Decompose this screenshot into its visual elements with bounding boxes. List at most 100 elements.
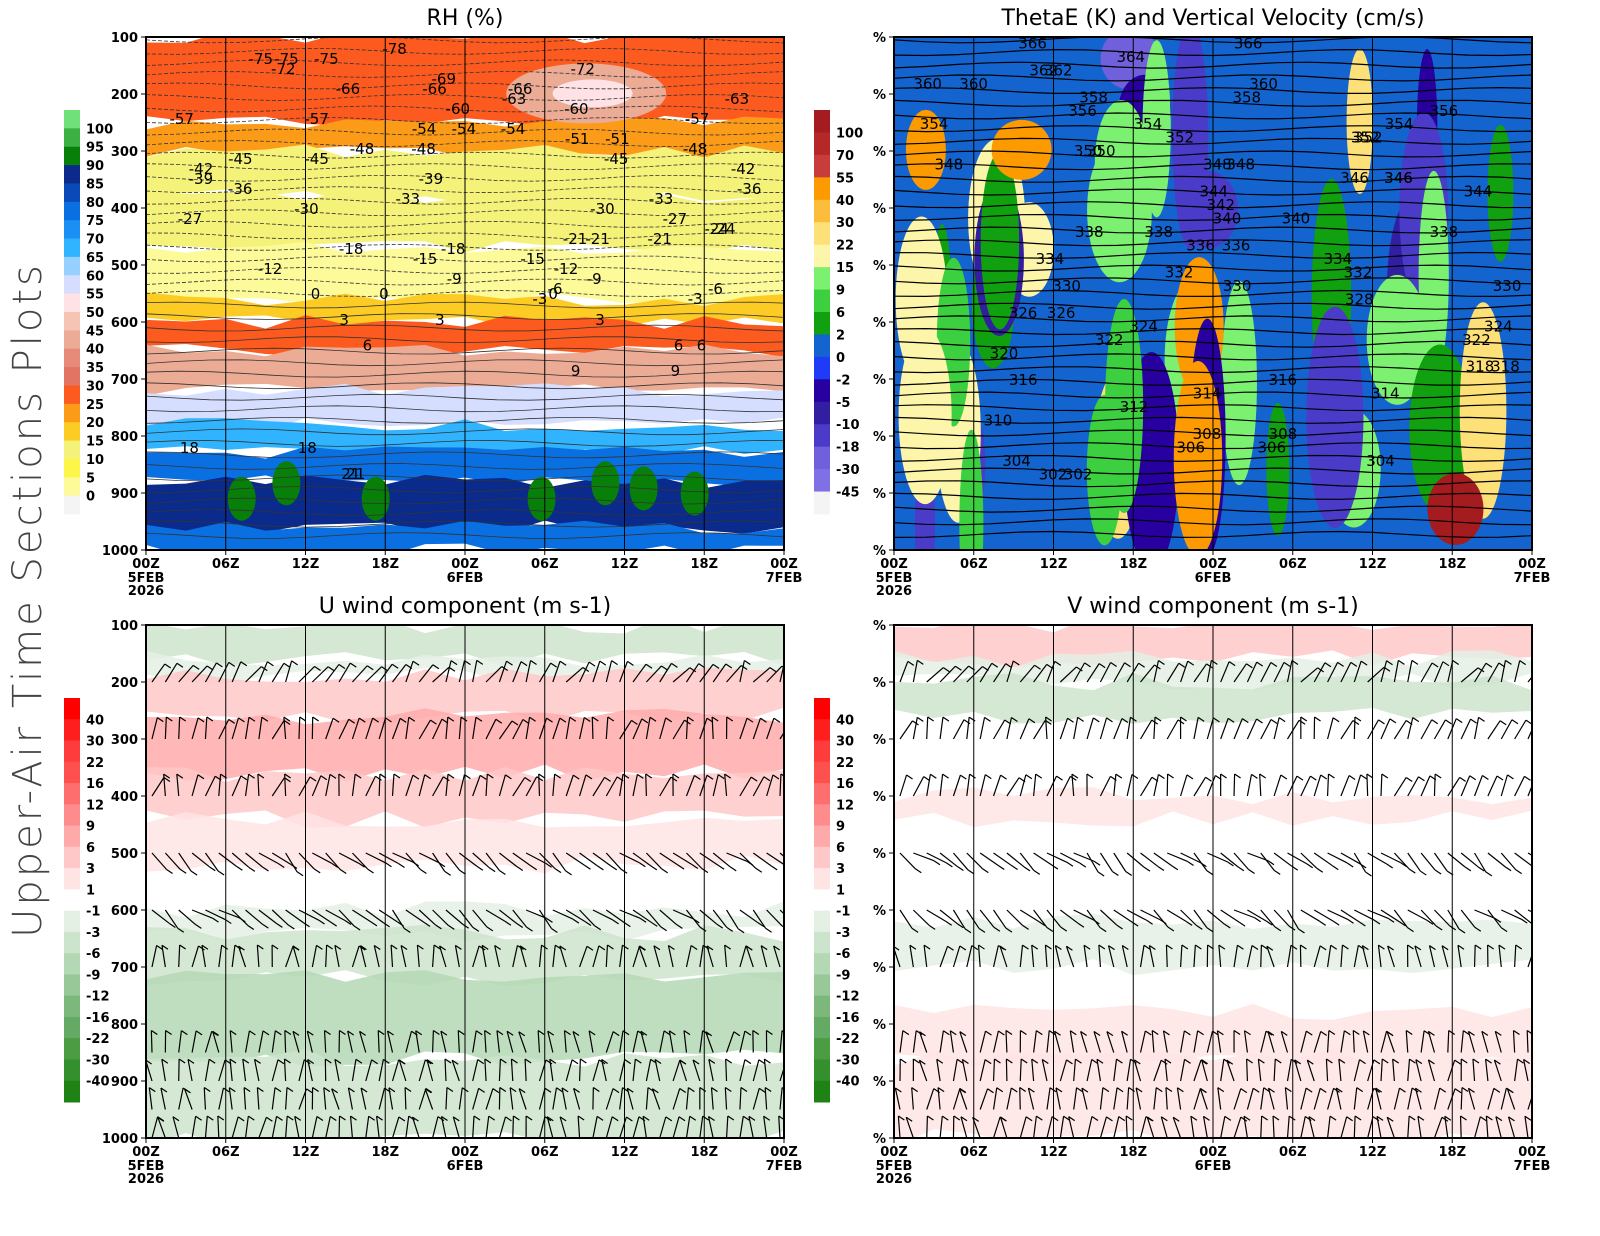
wind-barb — [605, 852, 622, 870]
wind-barb — [351, 852, 368, 870]
wind-barb-flag — [586, 945, 594, 951]
wind-barb — [1325, 1058, 1329, 1082]
y-tick-label: 300 — [111, 145, 138, 160]
wind-barb — [1233, 773, 1236, 797]
wind-barb — [351, 717, 360, 740]
wind-barb-flag — [596, 1115, 604, 1121]
wind-barb-flag — [537, 1030, 545, 1036]
wind-barb-flag — [1308, 1116, 1316, 1122]
colorbar-swatch — [64, 698, 80, 720]
wind-barb-flag — [671, 662, 678, 668]
x-tick-label: 00Z — [132, 1145, 160, 1160]
wind-barb — [1086, 1116, 1093, 1138]
wind-barb-flag — [516, 923, 524, 929]
wind-barb-flag — [959, 945, 967, 951]
wind-barb — [1421, 625, 1422, 626]
wind-barb — [739, 1087, 742, 1110]
wind-barb — [1099, 852, 1113, 872]
wind-barb-flag — [1359, 921, 1366, 927]
wind-barb — [926, 909, 946, 922]
wind-barb — [392, 909, 405, 929]
contour-label: 306 — [1258, 439, 1287, 457]
wind-barb-flag — [639, 917, 647, 923]
wind-barb-flag — [1494, 917, 1502, 923]
contour-fill — [1346, 48, 1373, 195]
colorbar-swatch — [64, 238, 80, 258]
wind-barb — [1326, 1088, 1335, 1110]
wind-barb — [939, 665, 956, 683]
wind-barb — [1206, 660, 1212, 683]
wind-barb — [1434, 909, 1451, 927]
wind-barb-flag — [1460, 1115, 1467, 1121]
y-tick-label: 900 — [111, 487, 138, 502]
wind-barb-flag — [1046, 927, 1054, 933]
wind-barb — [1527, 676, 1532, 683]
wind-barb-flag — [506, 660, 513, 666]
wind-barb — [1286, 660, 1293, 683]
wind-barb-flag — [735, 605, 741, 609]
y-tick-label: 400 — [111, 202, 138, 217]
colorbar-swatch — [64, 889, 80, 912]
wind-barb-flag — [915, 1030, 923, 1036]
contour-label: -66 — [422, 80, 447, 98]
colorbar-label: 75 — [86, 214, 104, 229]
wind-barb-flag — [1031, 1058, 1039, 1064]
wind-barb-flag — [248, 866, 256, 872]
wind-barb — [1073, 1059, 1077, 1082]
wind-barb — [708, 1059, 714, 1082]
wind-barb — [405, 774, 414, 797]
contour-label: 350 — [1074, 142, 1103, 160]
wind-barb — [1474, 625, 1476, 626]
wind-barb-flag — [1425, 603, 1431, 607]
wind-barb-flag — [572, 918, 580, 924]
wind-barb-flag — [1348, 775, 1356, 781]
wind-barb — [498, 720, 513, 740]
wind-barb — [231, 909, 249, 926]
wind-barb — [1367, 625, 1369, 626]
wind-barb — [152, 625, 153, 626]
wind-barb-flag — [1288, 925, 1296, 931]
wind-barb — [672, 667, 691, 683]
wind-barb-flag — [1362, 945, 1369, 951]
contour-label: 0 — [379, 285, 389, 303]
contour-label: -54 — [501, 120, 526, 138]
contour-label: -48 — [350, 140, 375, 158]
wind-barb — [685, 1116, 691, 1138]
contour-label: 366 — [1018, 34, 1047, 52]
wind-barb-flag — [1041, 1059, 1049, 1065]
contour-label: 316 — [1268, 371, 1297, 389]
wind-barb-flag — [998, 603, 1004, 607]
wind-barb — [966, 852, 983, 869]
wind-barb-flag — [530, 865, 538, 871]
wind-barb — [445, 1087, 448, 1110]
wind-barb-flag — [1431, 719, 1439, 725]
wind-barb — [378, 852, 399, 865]
wind-barb — [285, 946, 294, 968]
wind-barb-flag — [1097, 871, 1105, 877]
wind-barb-flag — [626, 1087, 634, 1093]
wind-barb-flag — [1363, 1030, 1370, 1036]
wind-barb — [685, 945, 692, 968]
wind-barb-flag — [277, 862, 285, 868]
colorbar-swatch — [814, 719, 830, 742]
wind-barb-flag — [1093, 860, 1101, 866]
wind-barb — [1361, 945, 1369, 968]
wind-barb — [619, 909, 641, 919]
wind-barb — [404, 1087, 407, 1110]
wind-barb — [164, 909, 179, 929]
wind-barb — [547, 1030, 554, 1053]
wind-barb-flag — [1187, 860, 1194, 866]
wind-barb — [1260, 719, 1272, 740]
wind-barb — [258, 909, 277, 924]
wind-barb — [415, 1030, 420, 1053]
contour-label: -57 — [169, 110, 194, 128]
wind-barb — [601, 1059, 607, 1082]
wind-barb — [1033, 909, 1048, 928]
wind-barb — [272, 625, 273, 626]
wind-barb — [979, 1031, 987, 1053]
wind-barb — [579, 852, 598, 867]
wind-barb-flag — [672, 773, 680, 779]
panel-uwind: U wind component (m s-1)1002003004005006… — [64, 594, 802, 1187]
wind-barb — [1420, 852, 1436, 871]
colorbar-label: 22 — [836, 239, 854, 254]
